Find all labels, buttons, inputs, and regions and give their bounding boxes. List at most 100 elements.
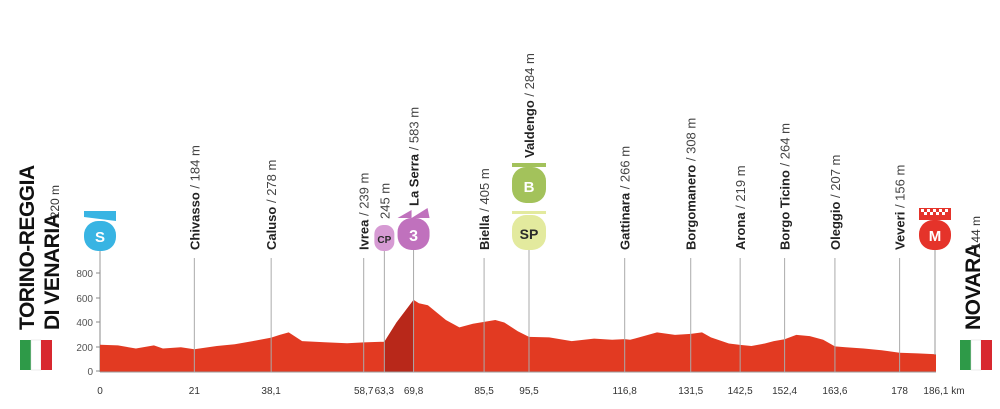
x-tick-label: 152,4	[772, 386, 797, 397]
waypoint-markers: 21 Chivasso / 184 m 38,1 Caluso / 278 m 58,7…	[187, 53, 908, 397]
waypoint-label: La Serra / 583 m	[407, 107, 422, 206]
checkpoint-badge-label: CP	[377, 235, 391, 246]
waypoint-name: La Serra	[407, 153, 422, 206]
waypoint-altitude: 245 m	[377, 183, 392, 219]
waypoint-marker: 85,5 Biella / 405 m	[474, 168, 494, 397]
waypoint-altitude: / 184 m	[187, 145, 202, 188]
waypoint-altitude: / 264 m	[778, 123, 793, 166]
start-block: TORINO-REGGIA DI VENARIA / 220 m	[16, 165, 64, 371]
start-flag-icon	[84, 211, 116, 221]
start-altitude: / 220 m	[48, 185, 62, 225]
waypoint-name: Veveri	[893, 212, 908, 250]
mountain-icon	[397, 208, 430, 218]
waypoint-altitude: / 278 m	[264, 160, 279, 203]
waypoint-marker: 116,8 Gattinara / 266 m	[613, 146, 638, 397]
waypoint-name: Caluso	[264, 207, 279, 250]
waypoint-label: Ivrea / 239 m	[357, 173, 372, 250]
climb-badge-label: 3	[409, 228, 418, 245]
start-name-line2: DI VENARIA	[41, 213, 64, 330]
checkpoint-badge	[374, 225, 395, 251]
waypoint-marker: 58,7 Ivrea / 239 m	[354, 173, 374, 397]
x-tick-label: 142,5	[728, 386, 753, 397]
waypoint-marker: 163,6 Oleggio / 207 m	[822, 155, 847, 397]
waypoint-name: Chivasso	[187, 192, 202, 250]
y-tick-label: 200	[76, 343, 93, 354]
checkered-flag-icon	[919, 208, 951, 220]
y-axis: 800 600 400 200 0	[76, 269, 101, 378]
x-tick-label: 69,8	[404, 386, 424, 397]
finish-block: NOVARA / 144 m	[960, 216, 992, 371]
italy-flag-icon	[20, 339, 52, 371]
waypoint-label: Valdengo / 284 m	[522, 53, 537, 158]
sprint-badge	[512, 215, 547, 250]
x-tick-label: 63,3	[375, 386, 395, 397]
waypoint-name: Arona	[733, 212, 748, 250]
waypoint-label: Borgomanero / 308 m	[684, 118, 699, 250]
waypoint-label: Borgo Ticino / 264 m	[778, 123, 793, 250]
waypoint-altitude: / 266 m	[618, 146, 633, 189]
waypoint-label: Arona / 219 m	[733, 165, 748, 250]
waypoint-altitude: / 308 m	[684, 118, 699, 161]
x-tick-label: 116,8	[613, 386, 638, 397]
climb-section	[384, 299, 414, 372]
waypoint-marker: 95,5 Valdengo / 284 m B SP	[512, 53, 547, 397]
x-tick-label: 21	[189, 386, 201, 397]
waypoint-name: Gattinara	[618, 192, 633, 250]
bonus-badge-label: B	[524, 179, 535, 196]
waypoint-altitude: / 207 m	[828, 155, 843, 198]
waypoint-name: Biella	[477, 215, 492, 250]
waypoint-marker: 21 Chivasso / 184 m	[187, 145, 202, 397]
y-tick-label: 0	[87, 367, 93, 378]
waypoint-altitude: / 156 m	[893, 165, 908, 208]
waypoint-label: Biella / 405 m	[477, 168, 492, 250]
waypoint-name: Borgo Ticino	[778, 170, 793, 250]
waypoint-altitude: / 239 m	[357, 173, 372, 216]
waypoint-label: 245 m	[377, 183, 392, 219]
waypoint-label: Veveri / 156 m	[893, 165, 908, 250]
waypoint-altitude: / 583 m	[407, 107, 422, 150]
waypoint-marker: 152,4 Borgo Ticino / 264 m	[772, 123, 797, 397]
x-tick-label: 95,5	[519, 386, 539, 397]
x-tick-label: 178	[891, 386, 908, 397]
elevation-profile	[100, 299, 936, 372]
x-tick-label: 163,6	[822, 386, 847, 397]
waypoint-label: Gattinara / 266 m	[618, 146, 633, 250]
finish-badge: M	[919, 208, 951, 355]
bonus-stripe	[512, 163, 547, 167]
sprint-stripe	[512, 211, 547, 214]
x-tick-label: 38,1	[261, 386, 281, 397]
waypoint-marker: 142,5 Arona / 219 m	[728, 165, 753, 397]
waypoint-marker: 131,5 Borgomanero / 308 m	[678, 118, 703, 397]
start-name-line1: TORINO-REGGIA	[16, 165, 39, 330]
waypoint-label: Caluso / 278 m	[264, 160, 279, 250]
x-tick-end: 186,1 km	[923, 386, 964, 397]
waypoint-altitude: / 405 m	[477, 168, 492, 211]
waypoint-marker: 178 Veveri / 156 m	[891, 165, 908, 397]
italy-flag-icon	[960, 339, 992, 371]
x-tick-label: 58,7	[354, 386, 374, 397]
finish-badge-label: M	[929, 228, 942, 245]
waypoint-altitude: / 284 m	[522, 53, 537, 96]
y-tick-label: 600	[76, 294, 93, 305]
sprint-badge-label: SP	[520, 226, 539, 242]
start-badge-label: S	[95, 229, 105, 246]
waypoint-name: Borgomanero	[684, 165, 699, 250]
x-tick-label: 131,5	[678, 386, 703, 397]
x-tick-start: 0	[97, 386, 103, 397]
bonus-badge	[512, 167, 547, 203]
climb-badge	[397, 218, 430, 250]
finish-altitude: / 144 m	[969, 216, 983, 256]
y-tick-label: 800	[76, 269, 93, 280]
finish-name: NOVARA	[962, 243, 985, 330]
x-tick-label: 85,5	[474, 386, 494, 397]
start-badge: S	[84, 211, 116, 270]
waypoint-label: Oleggio / 207 m	[828, 155, 843, 250]
profile-area	[100, 299, 936, 372]
y-tick-label: 400	[76, 318, 93, 329]
waypoint-label: Chivasso / 184 m	[187, 145, 202, 250]
waypoint-marker: 38,1 Caluso / 278 m	[261, 160, 281, 397]
waypoint-name: Valdengo	[522, 100, 537, 158]
waypoint-name: Ivrea	[357, 219, 372, 250]
waypoint-name: Oleggio	[828, 202, 843, 250]
